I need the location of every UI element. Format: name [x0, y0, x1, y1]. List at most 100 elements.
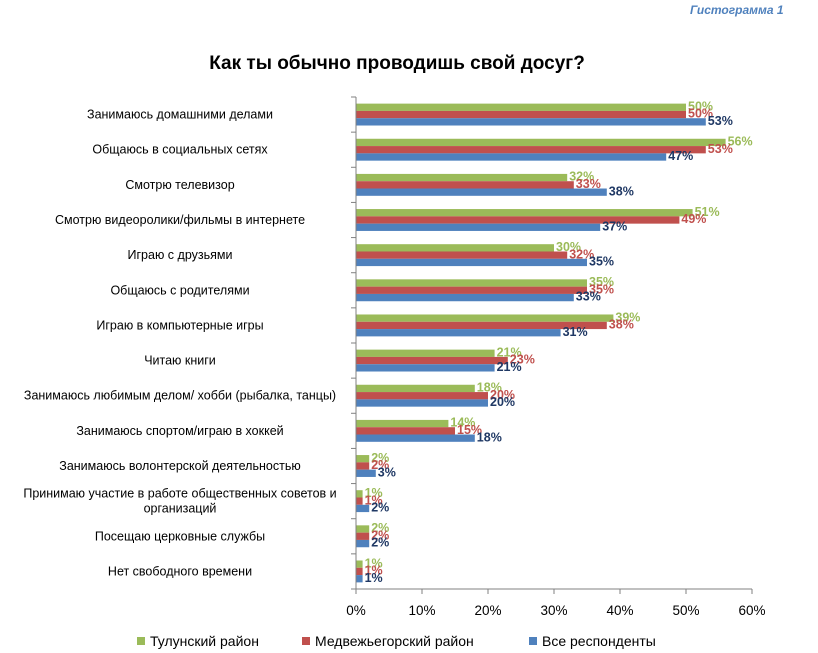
data-label: 15%: [457, 423, 482, 437]
bar: [356, 525, 370, 533]
x-tick-label: 20%: [474, 603, 501, 618]
x-tick-label: 50%: [672, 603, 699, 618]
category-labels: Занимаюсь домашними делами Общаюсь в соци…: [23, 108, 336, 579]
bar: [356, 188, 607, 196]
bar: [356, 279, 587, 287]
bar: [356, 146, 706, 154]
bar: [356, 244, 554, 252]
data-label: 35%: [589, 275, 614, 289]
data-label: 2%: [371, 501, 389, 515]
legend-swatch: [529, 637, 537, 645]
category-label: Занимаюсь волонтерской деятельностью: [59, 459, 300, 473]
data-label: 21%: [497, 345, 522, 359]
bar: [356, 419, 449, 428]
bar: [356, 427, 455, 435]
data-label: 1%: [365, 486, 383, 500]
bar: [356, 223, 601, 231]
legend-swatch: [137, 637, 145, 645]
bar: [356, 349, 495, 357]
bar: [356, 364, 495, 372]
bar: [356, 356, 508, 365]
bar: [356, 103, 686, 111]
data-label: 51%: [695, 205, 720, 219]
data-label: 2%: [371, 451, 389, 465]
bar: [356, 497, 363, 505]
data-label: 50%: [688, 107, 713, 121]
bar: [356, 329, 561, 337]
bar: [356, 293, 574, 302]
bar: [356, 216, 680, 224]
data-label: 38%: [609, 184, 634, 198]
data-label: 31%: [563, 325, 588, 339]
data-label: 50%: [688, 99, 713, 113]
bar: [356, 434, 475, 442]
x-tick-label: 40%: [606, 603, 633, 618]
x-tick-label: 30%: [540, 603, 567, 618]
data-label: 2%: [371, 528, 389, 542]
data-label: 3%: [378, 465, 396, 479]
bar: [356, 153, 667, 161]
data-label: 1%: [365, 571, 383, 585]
bar: [356, 251, 568, 259]
bar: [356, 110, 686, 119]
category-label: Общаюсь с родителями: [110, 283, 249, 297]
data-label: 14%: [450, 416, 475, 430]
category-label: Принимаю участие в работе общественных с…: [23, 487, 336, 516]
data-label: 2%: [371, 458, 389, 472]
category-label: Общаюсь в социальных сетях: [92, 143, 268, 157]
category-label: Занимаюсь спортом/играю в хоккей: [76, 424, 283, 438]
category-label: Смотрю видеоролики/фильмы в интернете: [55, 213, 305, 227]
bar: [356, 399, 488, 407]
bar: [356, 455, 370, 463]
data-label: 53%: [708, 114, 733, 128]
bar: [356, 314, 614, 322]
category-label: Играю с друзьями: [128, 248, 233, 262]
bar: [356, 118, 706, 126]
bar: [356, 532, 370, 540]
legend-label: Медвежьегорский район: [315, 633, 474, 649]
category-label: Читаю книги: [144, 354, 216, 368]
bar: [356, 138, 726, 147]
legend-label: Тулунский район: [150, 633, 259, 649]
x-tick-label: 60%: [738, 603, 765, 618]
chart-title: Как ты обычно проводишь свой досуг?: [209, 53, 585, 74]
bar: [356, 258, 587, 267]
bar: [356, 181, 574, 189]
category-label: Посещаю церковные службы: [95, 529, 265, 543]
category-label: Смотрю телевизор: [125, 178, 234, 192]
legend-swatch: [302, 637, 310, 645]
bar: [356, 560, 363, 568]
data-label: 56%: [728, 135, 753, 149]
data-label: 30%: [556, 240, 581, 254]
data-label: 47%: [668, 149, 693, 163]
bar: [356, 209, 693, 217]
category-label: Играю в компьютерные игры: [96, 318, 263, 332]
data-label: 49%: [681, 212, 706, 226]
data-label: 2%: [371, 536, 389, 550]
data-label: 2%: [371, 521, 389, 535]
data-label: 32%: [569, 170, 594, 184]
category-label: Занимаюсь любимым делом/ хобби (рыбалка,…: [24, 389, 336, 403]
bar: [356, 567, 363, 576]
legend: Тулунский район Медвежьегорский район Все …: [137, 633, 656, 649]
x-tick-label: 0%: [346, 603, 366, 618]
data-label: 38%: [609, 318, 634, 332]
data-label: 35%: [589, 282, 614, 296]
bar: [356, 173, 568, 182]
category-label: Занимаюсь домашними делами: [87, 108, 273, 122]
bar: [356, 490, 363, 498]
bar: [356, 504, 370, 513]
data-label: 39%: [615, 310, 640, 324]
data-label: 1%: [365, 564, 383, 578]
data-label: 1%: [365, 493, 383, 507]
data-label: 33%: [576, 177, 601, 191]
data-label: 20%: [490, 395, 515, 409]
data-label: 21%: [497, 360, 522, 374]
legend-label: Все респонденты: [542, 633, 656, 649]
x-tick-label: 10%: [408, 603, 435, 618]
chart-number-label: Гистограмма 1: [690, 3, 784, 17]
bar: [356, 286, 587, 294]
bar: [356, 321, 607, 330]
data-label: 18%: [477, 381, 502, 395]
